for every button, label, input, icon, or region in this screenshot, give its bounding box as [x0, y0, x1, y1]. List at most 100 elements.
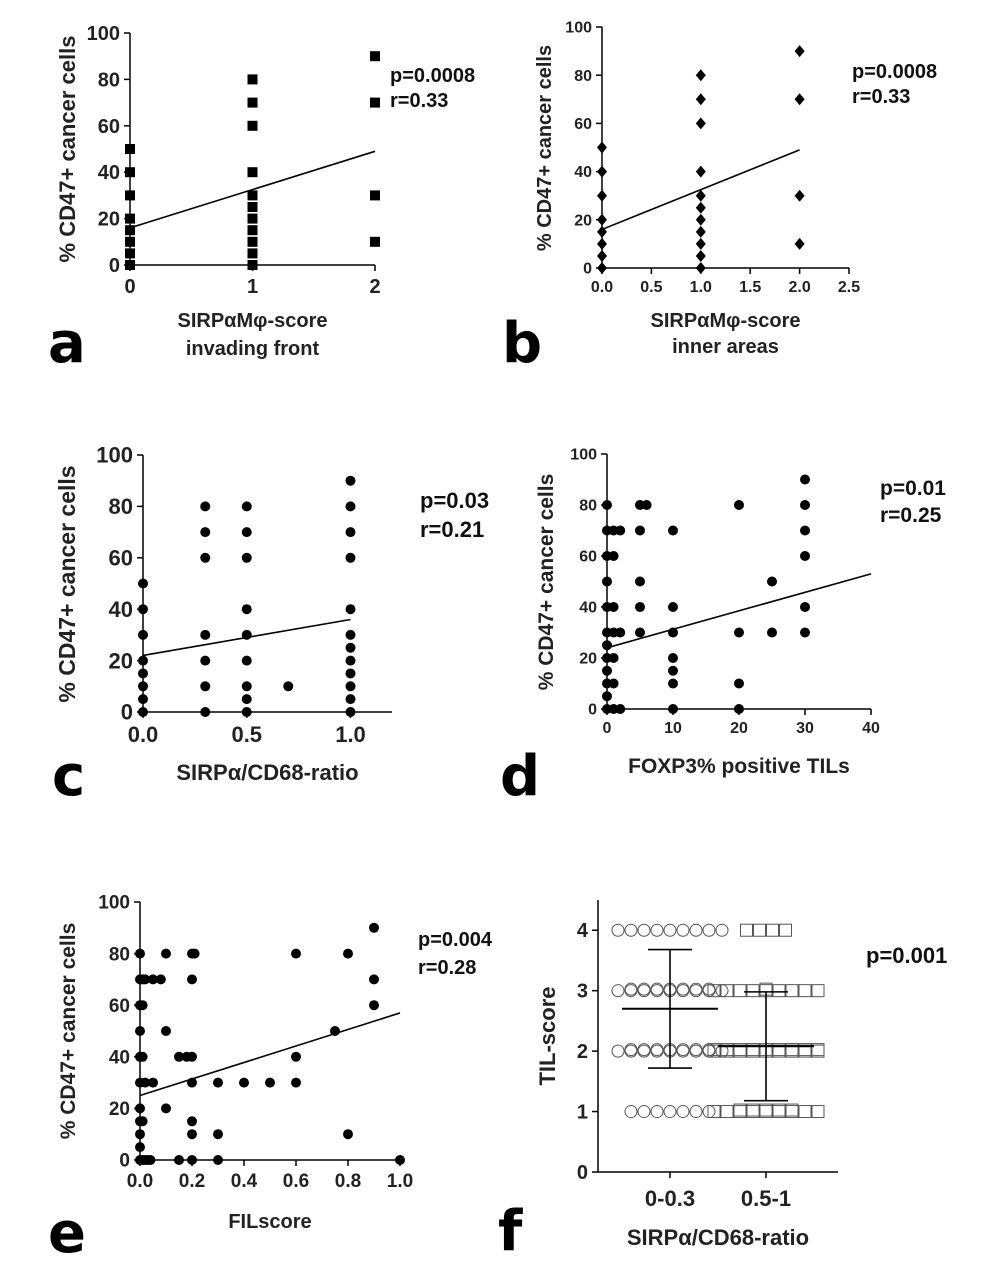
data-point: [241, 527, 252, 538]
x-tick-label: 0.6: [283, 1171, 309, 1192]
x-tick-label: 10: [664, 720, 682, 737]
data-point: [200, 629, 211, 640]
y-tick-label: 20: [574, 212, 592, 229]
data-point: [135, 1103, 145, 1114]
data-point: [637, 1043, 651, 1057]
data-point: [650, 1105, 664, 1119]
data-point: [689, 923, 703, 937]
y-tick-label: 20: [98, 209, 120, 231]
data-point: [187, 1051, 197, 1062]
y-axis-label: % CD47+ cancer cells: [535, 474, 558, 691]
data-point: [345, 681, 356, 692]
data-point: [602, 576, 612, 587]
y-axis-label: % CD47+ cancer cells: [534, 45, 556, 251]
y-tick-label: 40: [574, 164, 592, 181]
x-tick-label: 0.0: [591, 279, 613, 296]
data-point: [668, 704, 678, 714]
y-tick-label: 60: [574, 116, 592, 133]
y-tick-label: 0: [588, 702, 597, 719]
y-tick-label: 100: [96, 443, 133, 468]
panel-letter: e: [48, 1201, 86, 1266]
data-point: [800, 627, 810, 638]
data-point: [370, 97, 380, 108]
data-point: [597, 262, 607, 274]
data-point: [785, 1043, 799, 1057]
data-point: [707, 984, 721, 998]
data-point: [370, 51, 380, 62]
y-tick-label: 40: [109, 1047, 130, 1068]
data-point: [668, 653, 678, 663]
y-tick-label: 0: [577, 1162, 588, 1184]
data-point: [608, 602, 619, 612]
x-axis-label: SIRPαMφ-score: [651, 310, 801, 332]
data-point: [695, 237, 706, 250]
data-point: [767, 627, 777, 638]
data-point: [125, 167, 135, 178]
data-point: [798, 984, 812, 998]
data-point: [811, 984, 825, 998]
data-point: [138, 707, 148, 717]
data-point: [247, 120, 258, 131]
data-point: [138, 694, 148, 705]
data-point: [174, 1051, 184, 1062]
x-axis-label-line2: inner areas: [672, 336, 779, 358]
x-axis-label: SIRPα/CD68-ratio: [176, 760, 358, 785]
x-tick-label: 1: [247, 276, 258, 298]
data-point: [138, 578, 148, 589]
data-point: [615, 704, 626, 714]
data-point: [345, 604, 356, 615]
panel-f: 0 1 2 3 4 TIL-score p=0.001 f 0-0.3 0.5-1 SIRPα/CD…: [498, 900, 947, 1264]
x-tick-label: 30: [796, 720, 814, 737]
data-point: [343, 948, 353, 959]
data-point: [187, 1155, 197, 1165]
data-point: [733, 1103, 747, 1117]
data-point: [137, 1051, 148, 1062]
stat-text: r=0.21: [420, 517, 484, 542]
data-point: [597, 249, 607, 262]
data-point: [283, 681, 294, 692]
y-tick-label: 100: [565, 20, 592, 37]
x-axis-label: SIRPαMφ-score: [178, 310, 328, 332]
data-point: [779, 923, 792, 937]
y-tick-label: 80: [574, 68, 592, 85]
data-point: [800, 474, 810, 485]
data-point: [608, 678, 619, 689]
data-point: [395, 1155, 405, 1165]
regression-line: [606, 573, 872, 649]
panel-letter: b: [502, 311, 542, 376]
data-point: [138, 668, 148, 679]
data-point: [695, 189, 706, 202]
data-point: [702, 982, 716, 996]
data-point: [702, 923, 716, 937]
data-point: [668, 525, 678, 536]
data-point: [668, 665, 678, 676]
data-point: [200, 681, 211, 692]
data-point: [138, 604, 148, 615]
data-point: [746, 1103, 760, 1117]
data-point: [145, 1155, 156, 1165]
data-point: [733, 984, 747, 998]
data-point: [137, 1000, 148, 1011]
data-point: [345, 694, 356, 705]
data-point: [707, 1043, 721, 1057]
y-tick-label: 0: [119, 1151, 130, 1172]
stat-text: r=0.33: [390, 90, 448, 112]
data-point: [637, 923, 651, 937]
y-tick-label: 4: [577, 920, 589, 942]
data-point: [200, 552, 211, 563]
data-point: [734, 678, 744, 689]
data-point: [611, 923, 625, 937]
data-point: [135, 948, 145, 959]
y-tick-label: 80: [98, 69, 120, 91]
data-point: [624, 1043, 638, 1057]
data-point: [746, 984, 760, 998]
data-point: [345, 655, 356, 666]
y-axis-label: % CD47+ cancer cells: [54, 465, 80, 702]
data-point: [668, 678, 678, 689]
data-point: [794, 189, 805, 202]
data-point: [140, 974, 151, 985]
data-point: [811, 1105, 825, 1119]
panel-d: 0 20 40 60 80 100 0 10 20 30 40 % CD47+ cancer cell…: [500, 447, 946, 809]
data-point: [369, 974, 379, 985]
x-tick-label: 0.5: [640, 279, 662, 296]
